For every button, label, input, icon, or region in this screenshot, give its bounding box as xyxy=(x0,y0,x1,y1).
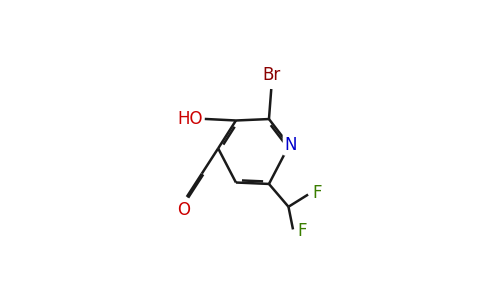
Text: O: O xyxy=(177,202,190,220)
Text: F: F xyxy=(297,222,307,240)
Text: Br: Br xyxy=(262,66,280,84)
Text: HO: HO xyxy=(177,110,202,128)
Text: N: N xyxy=(285,136,297,154)
Text: F: F xyxy=(312,184,322,202)
